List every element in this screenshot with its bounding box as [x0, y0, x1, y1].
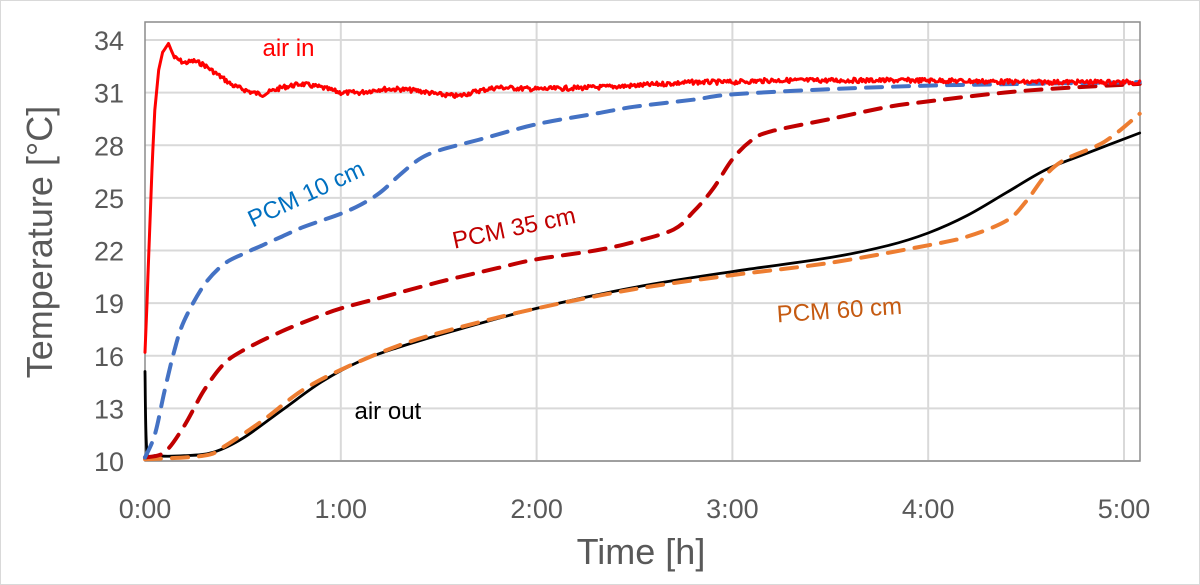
- y-tick-label: 34: [94, 26, 124, 56]
- series-label-pcm-60-cm: PCM 60 cm: [776, 293, 903, 329]
- series-label-air-out: air out: [355, 398, 422, 425]
- series-label-pcm-10-cm: PCM 10 cm: [244, 156, 369, 233]
- y-axis-title: Temperature [°C]: [19, 106, 60, 379]
- x-tick-label: 2:00: [510, 494, 563, 524]
- x-tick-label: 1:00: [315, 494, 368, 524]
- y-tick-label: 19: [94, 289, 124, 319]
- y-tick-label: 25: [94, 184, 124, 214]
- y-tick-label: 31: [94, 79, 124, 109]
- series-line-pcm-60-cm: [143, 111, 1142, 462]
- x-axis-title: Time [h]: [577, 531, 706, 572]
- y-tick-label: 28: [94, 131, 124, 161]
- y-tick-label: 13: [94, 394, 124, 424]
- y-tick-label: 16: [94, 342, 124, 372]
- series-label-air-in: air in: [262, 35, 314, 62]
- series-line-pcm-10-cm: [143, 80, 1142, 460]
- y-tick-label: 22: [94, 237, 124, 267]
- series-lines: [143, 42, 1142, 462]
- x-tick-label: 0:00: [119, 494, 172, 524]
- x-tick-label: 3:00: [706, 494, 759, 524]
- series-line-air-out: [143, 131, 1142, 461]
- y-tick-label: 10: [94, 447, 124, 477]
- series-line-air-in: [143, 42, 1142, 354]
- x-axis-ticks: 0:00 1:00 2:00 3:00 4:00 5:00: [119, 494, 1151, 524]
- plot-area-border: [144, 21, 1141, 462]
- series-line-pcm-35-cm: [143, 81, 1142, 460]
- x-tick-label: 5:00: [1098, 494, 1151, 524]
- y-axis-ticks: 10 13 16 19 22 25 28 31 34: [94, 26, 124, 477]
- series-label-pcm-35-cm: PCM 35 cm: [450, 202, 578, 254]
- x-tick-label: 4:00: [902, 494, 955, 524]
